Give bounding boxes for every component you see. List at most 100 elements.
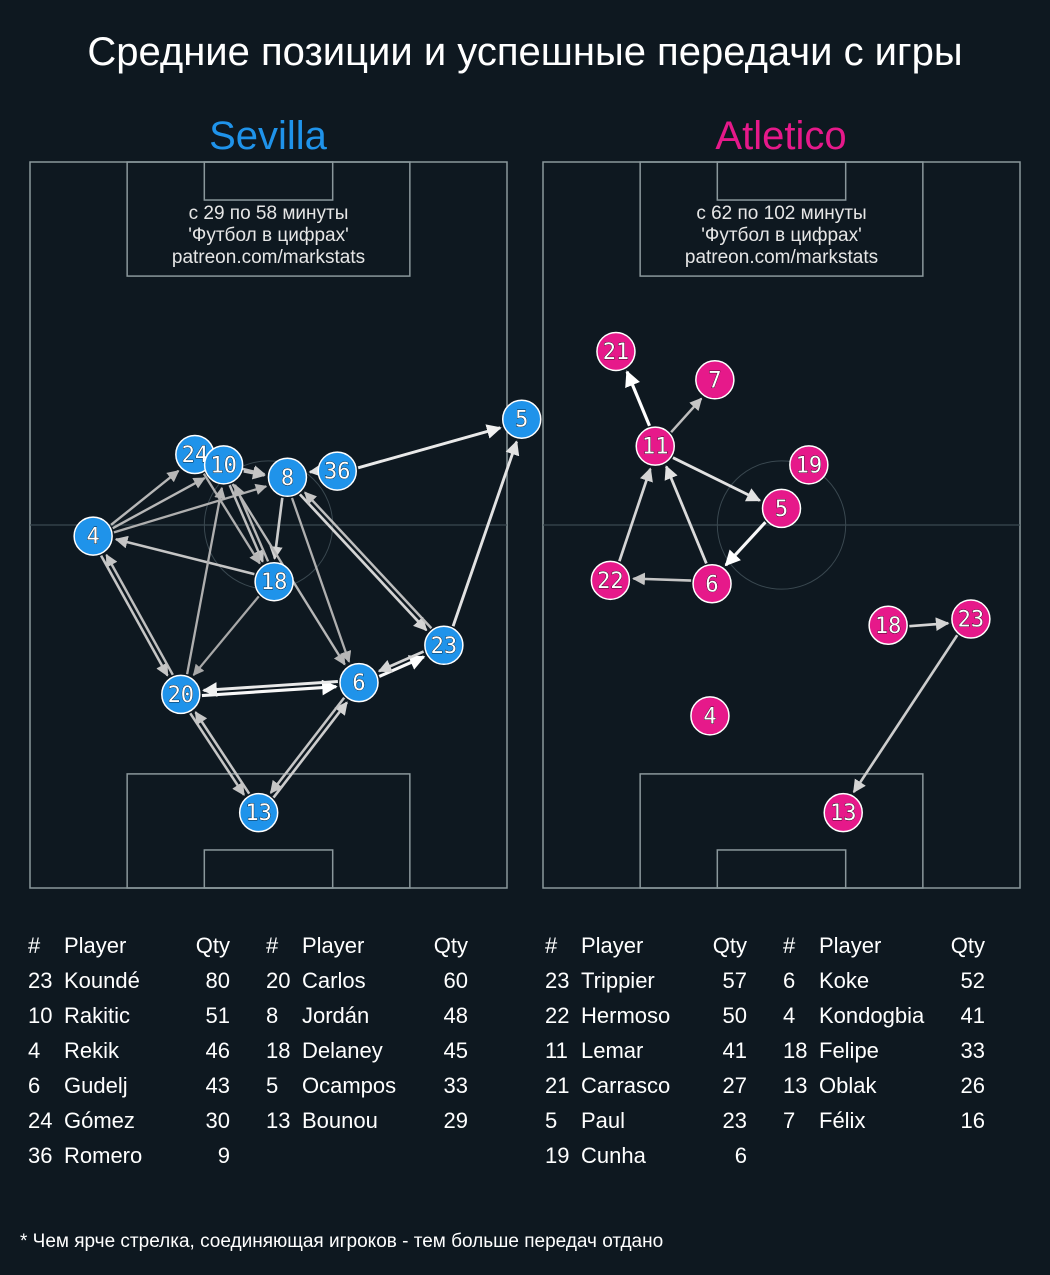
player-number: 18 xyxy=(875,614,902,639)
row-player: Felipe xyxy=(819,1037,879,1063)
table-row: 11 Lemar 41 18 Felipe 33 xyxy=(545,1033,985,1068)
player-dot xyxy=(424,625,464,666)
row-player: Gudelj xyxy=(64,1072,128,1098)
row-qty: 43 xyxy=(205,1072,230,1098)
player-dot xyxy=(596,331,636,372)
pass-arrow-6-to-20 xyxy=(202,680,338,697)
player-marker-7: 7 xyxy=(695,360,735,400)
table-header-row: # Player Qty # Player Qty xyxy=(545,928,985,963)
row-player: Delaney xyxy=(302,1037,383,1063)
row-player: Gómez xyxy=(64,1107,135,1133)
pass-arrows xyxy=(99,424,520,799)
player-marker-20: 20 xyxy=(161,674,201,715)
header-player: Player xyxy=(819,932,882,958)
player-dot xyxy=(254,561,294,602)
row-qty: 50 xyxy=(722,1002,747,1028)
row-num: 11 xyxy=(545,1037,568,1063)
player-marker-22: 22 xyxy=(590,560,631,601)
player-dot xyxy=(161,674,201,715)
pass-arrow-18-to-23 xyxy=(909,617,950,631)
player-marker-18: 18 xyxy=(868,605,908,646)
player-number: 5 xyxy=(515,408,528,433)
team-name-sevilla: Sevilla xyxy=(209,114,327,158)
player-marker-13: 13 xyxy=(823,792,863,833)
table-row: 23 Trippier 57 6 Koke 52 xyxy=(545,963,985,998)
player-dot xyxy=(203,445,244,485)
row-player: Lemar xyxy=(581,1037,644,1063)
player-number: 13 xyxy=(245,801,272,826)
pass-arrow-18-to-20 xyxy=(192,595,260,676)
table-row: 24 Gómez 30 13 Bounou 29 xyxy=(28,1103,468,1138)
pass-arrow-6-to-13 xyxy=(269,696,346,794)
table-row: 5 Paul 23 7 Félix 16 xyxy=(545,1103,985,1138)
player-dot xyxy=(501,399,542,439)
pass-arrow-20-to-13 xyxy=(189,712,246,796)
column-gap xyxy=(230,998,266,1033)
player-dot xyxy=(951,599,991,639)
player-marker-4: 4 xyxy=(73,516,113,556)
player-marker-8: 8 xyxy=(267,457,308,498)
row-num: 18 xyxy=(783,1037,808,1063)
column-gap xyxy=(747,1068,783,1103)
column-gap xyxy=(230,1033,266,1068)
row-num xyxy=(266,1138,302,1173)
row-num: 5 xyxy=(266,1072,279,1098)
row-qty: 27 xyxy=(722,1072,747,1098)
pass-arrow-6-to-23 xyxy=(378,655,426,678)
player-number: 6 xyxy=(352,671,365,696)
player-number: 13 xyxy=(830,801,857,826)
player-number: 23 xyxy=(431,634,458,659)
bottom-goal-area xyxy=(203,849,334,889)
player-number: 18 xyxy=(261,570,288,595)
row-qty: 60 xyxy=(443,967,468,993)
player-marker-5: 5 xyxy=(501,399,542,439)
player-number: 22 xyxy=(597,569,624,594)
row-qty: 26 xyxy=(960,1072,985,1098)
table-header-row: # Player Qty # Player Qty xyxy=(28,928,468,963)
pass-arrow-13-to-20 xyxy=(194,711,251,795)
row-num: 5 xyxy=(545,1107,558,1133)
row-num: 23 xyxy=(545,967,570,993)
row-player: Koke xyxy=(819,967,870,993)
column-gap xyxy=(230,1068,266,1103)
row-player: Rakitic xyxy=(64,1002,131,1028)
atletico-pass-table: # Player Qty # Player Qty 23 Trippier 57 6 Koke 52 2… xyxy=(545,928,985,1173)
player-marker-11: 11 xyxy=(635,426,675,466)
row-player: Jordán xyxy=(302,1002,370,1028)
row-num: 6 xyxy=(28,1072,41,1098)
bottom-penalty-area xyxy=(639,773,924,889)
player-number: 36 xyxy=(324,460,351,485)
pass-arrow-24-to-18 xyxy=(202,473,261,565)
pass-arrow-10-to-18 xyxy=(228,484,264,563)
row-qty: 41 xyxy=(722,1037,747,1063)
column-gap xyxy=(747,1033,783,1068)
row-player: Paul xyxy=(581,1107,626,1133)
header-qty: Qty xyxy=(433,932,468,958)
pitch-atletico: с 62 по 102 минуты'Футбол в цифрах'patre… xyxy=(542,161,1021,889)
player-number: 6 xyxy=(705,572,718,597)
column-gap xyxy=(747,1103,783,1138)
info-line: с 62 по 102 минуты xyxy=(696,203,866,224)
player-number: 19 xyxy=(796,453,823,478)
top-goal-area xyxy=(203,161,334,201)
row-num: 4 xyxy=(28,1037,41,1063)
bottom-penalty-area xyxy=(126,773,411,889)
row-player: Hermoso xyxy=(581,1002,671,1028)
player-dot xyxy=(695,360,735,400)
player-marker-4: 4 xyxy=(690,696,730,736)
row-qty: 29 xyxy=(443,1107,468,1133)
player-marker-19: 19 xyxy=(789,445,829,485)
pass-arrow-6-to-22 xyxy=(632,572,692,586)
player-marker-18: 18 xyxy=(254,561,294,602)
row-qty: 6 xyxy=(734,1142,747,1168)
row-num: 7 xyxy=(783,1107,796,1133)
player-number: 11 xyxy=(642,435,669,460)
player-dot xyxy=(868,605,908,646)
pass-arrow-4-to-20 xyxy=(99,555,169,677)
center-circle xyxy=(716,460,847,590)
row-player xyxy=(819,1138,949,1173)
pass-arrow-23-to-5 xyxy=(451,440,520,627)
row-player: Koundé xyxy=(64,967,140,993)
column-gap xyxy=(230,928,266,963)
pass-arrow-20-to-4 xyxy=(105,553,174,676)
